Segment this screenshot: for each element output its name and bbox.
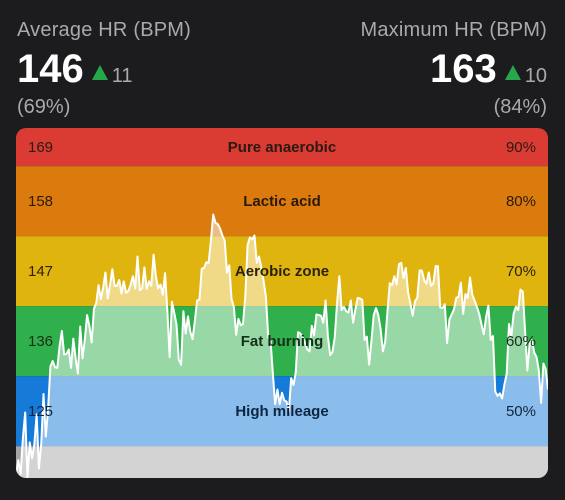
zone-percent-label: 90%	[506, 139, 536, 156]
zone-bpm-label: 125	[28, 403, 53, 420]
maximum-hr-delta: 10	[504, 65, 547, 88]
stats-header: Average HR (BPM) 146 11 (69%) Maximum HR…	[0, 0, 565, 128]
zone-percent-label: 70%	[506, 263, 536, 280]
zone-percent-label: 50%	[506, 403, 536, 420]
average-hr-value: 146	[17, 47, 84, 91]
heart-rate-chart-svg: 169 Pure anaerobic 90% 158 Lactic acid 80% 147…	[16, 128, 548, 478]
zone-name-label: High mileage	[235, 403, 328, 420]
average-hr-main: 146 11	[17, 47, 191, 91]
average-hr-percent: (69%)	[17, 96, 71, 118]
maximum-hr-value: 163	[430, 47, 497, 91]
average-hr-label: Average HR (BPM)	[17, 19, 191, 41]
zone-band	[16, 128, 548, 167]
average-hr-delta: 11	[91, 65, 133, 88]
zone-name-label: Aerobic zone	[235, 263, 329, 280]
zone-bpm-label: 169	[28, 139, 53, 156]
heart-rate-chart: 169 Pure anaerobic 90% 158 Lactic acid 80% 147…	[16, 128, 548, 478]
average-hr-stat: Average HR (BPM) 146 11 (69%)	[17, 16, 191, 121]
zone-bpm-label: 158	[28, 193, 53, 210]
up-triangle-icon	[91, 65, 108, 80]
zone-bpm-label: 147	[28, 263, 53, 280]
zone-name-label: Fat burning	[241, 333, 324, 350]
maximum-hr-delta-value: 10	[524, 65, 547, 87]
maximum-hr-label: Maximum HR (BPM)	[360, 19, 547, 41]
maximum-hr-main: 163 10	[360, 47, 547, 91]
average-hr-delta-value: 11	[111, 65, 133, 87]
up-triangle-icon	[504, 65, 521, 80]
zone-percent-label: 60%	[506, 333, 536, 350]
heart-rate-area	[16, 214, 548, 478]
heart-rate-line	[16, 213, 548, 478]
zone-band	[16, 166, 548, 237]
maximum-hr-percent: (84%)	[493, 96, 547, 118]
zone-percent-label: 80%	[506, 193, 536, 210]
zone-name-label: Pure anaerobic	[228, 139, 336, 156]
maximum-hr-stat: Maximum HR (BPM) 163 10 (84%)	[360, 16, 547, 121]
zone-bpm-label: 136	[28, 333, 53, 350]
zone-name-label: Lactic acid	[243, 193, 321, 210]
